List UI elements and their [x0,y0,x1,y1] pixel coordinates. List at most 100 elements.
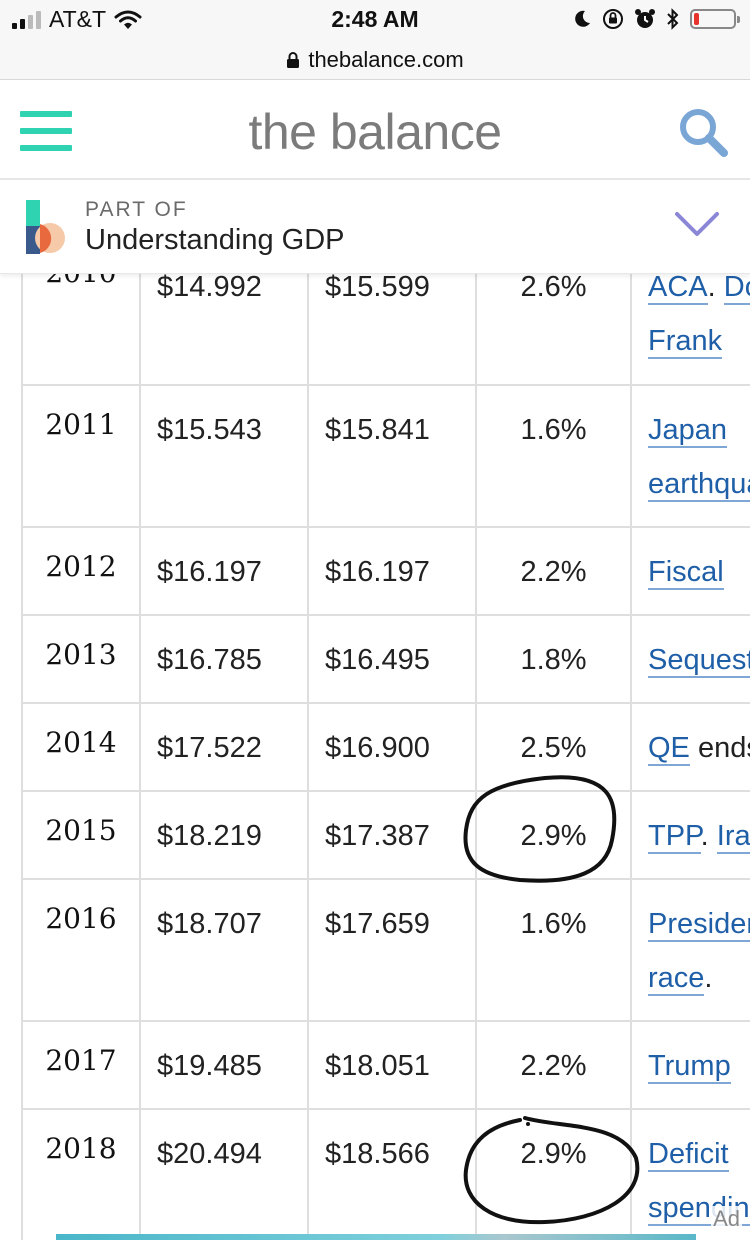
nominal-gdp-cell: $20.494 [139,1108,309,1240]
nominal-gdp-cell: $17.522 [139,702,309,792]
growth-rate-cell: 1.8% [475,614,632,704]
event-line: Deficit [648,1127,750,1181]
event-link[interactable]: Iran [716,820,750,854]
event-link[interactable]: TPP [648,820,701,854]
hamburger-menu-icon[interactable] [20,111,72,151]
year-cell: 2017 [21,1020,141,1110]
event-link[interactable]: Sequester [648,644,750,678]
real-gdp-cell: $15.599 [307,274,477,386]
part-of-banner[interactable]: PART OF Understanding GDP [0,182,750,274]
real-gdp-cell: $17.659 [307,878,477,1022]
year-cell: 2014 [21,702,141,792]
event-line: TPP. Iran [648,809,750,863]
event-link[interactable]: Japan [648,414,728,448]
battery-icon [690,9,740,29]
nominal-gdp-cell: $18.219 [139,790,309,880]
moon-icon [575,10,590,27]
event-link[interactable]: Dodd- [723,274,750,305]
event-link[interactable]: Deficit [648,1138,729,1172]
event-line: ACA. Dodd- [648,274,750,314]
event-line: QE ends [648,721,750,775]
year-cell: 2018 [21,1108,141,1240]
nominal-gdp-cell: $14.992 [139,274,309,386]
real-gdp-cell: $18.566 [307,1108,477,1240]
status-right [572,8,740,30]
search-icon[interactable] [674,103,732,161]
part-of-kicker: PART OF [85,198,188,221]
year-cell: 2013 [21,614,141,704]
event-link[interactable]: race [648,962,705,996]
table-row: 2017 $19.485 $18.051 2.2% Trump [21,1020,750,1110]
event-link[interactable]: QE [648,732,690,766]
growth-rate-cell: 1.6% [475,384,632,528]
nominal-gdp-cell: $19.485 [139,1020,309,1110]
chevron-down-icon[interactable] [674,210,720,240]
year-cell: 2016 [21,878,141,1022]
status-left: AT&T [12,6,142,33]
part-of-title[interactable]: Understanding GDP [85,224,345,256]
event-line: Fiscal [648,545,750,599]
wifi-icon [114,10,142,29]
event-cell: QE ends [630,702,750,792]
event-cell: Fiscal [630,526,750,616]
status-bar: AT&T 2:48 AM [0,0,750,40]
signal-icon [12,10,41,29]
real-gdp-cell: $16.900 [307,702,477,792]
event-link[interactable]: Fiscal [648,556,724,590]
status-time: 2:48 AM [331,6,419,32]
table-row: 2012 $16.197 $16.197 2.2% Fiscal [21,526,750,616]
event-line: Sequester [648,633,750,687]
year-cell: 2010 [21,274,141,386]
site-logo[interactable]: the balance [248,104,502,160]
nominal-gdp-cell: $16.197 [139,526,309,616]
nominal-gdp-cell: $16.785 [139,614,309,704]
url-text[interactable]: thebalance.com [308,46,464,72]
event-text: . [704,962,713,994]
real-gdp-cell: $15.841 [307,384,477,528]
url-bar[interactable]: thebalance.com [0,40,750,80]
growth-rate-cell: 1.6% [475,878,632,1022]
year-cell: 2015 [21,790,141,880]
event-line: earthquake [648,457,750,511]
guide-logo-icon [26,200,65,254]
carrier-label: AT&T [49,6,107,32]
nominal-gdp-cell: $15.543 [139,384,309,528]
event-cell: TPP. Iran [630,790,750,880]
event-link[interactable]: Presidential [648,908,750,942]
event-line: race. [648,951,750,1005]
event-line: Frank [648,314,750,368]
event-line: Presidential [648,897,750,951]
real-gdp-cell: $16.495 [307,614,477,704]
event-cell: Trump [630,1020,750,1110]
growth-rate-cell: 2.5% [475,702,632,792]
event-cell: Sequester [630,614,750,704]
site-header: the balance [0,81,750,180]
ad-banner[interactable] [56,1234,696,1240]
event-link[interactable]: ACA [648,274,708,305]
growth-rate-cell: 2.2% [475,526,632,616]
event-link[interactable]: Trump [648,1050,731,1084]
event-line: Trump [648,1039,750,1093]
event-cell: Presidential race. [630,878,750,1022]
event-text: ends [697,732,750,764]
event-cell: Japan earthquake [630,384,750,528]
event-cell: ACA. Dodd- Frank [630,274,750,386]
growth-rate-cell: 2.9% [475,1108,632,1240]
alarm-icon [635,9,655,28]
event-line: Japan [648,403,750,457]
bluetooth-icon [667,8,679,30]
ad-label[interactable]: Ad [711,1206,742,1232]
event-link[interactable]: earthquake [648,468,750,502]
real-gdp-cell: $18.051 [307,1020,477,1110]
growth-rate-cell: 2.9% [475,790,632,880]
event-link[interactable]: Frank [648,325,723,359]
lock-icon [287,51,300,68]
growth-rate-cell: 2.6% [475,274,632,386]
